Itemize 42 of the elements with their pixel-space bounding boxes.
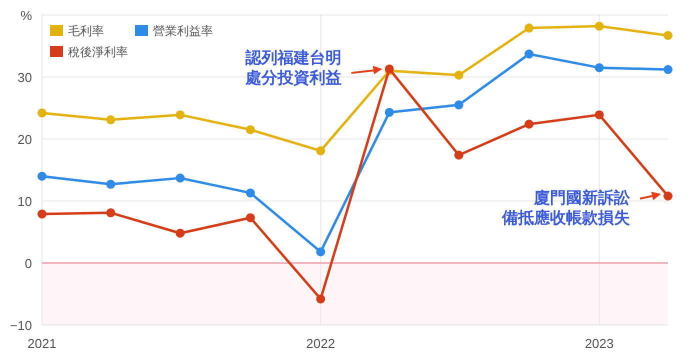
point [524,24,534,33]
point [246,188,255,198]
point [524,120,534,129]
point [454,70,464,80]
y-tick-label: 10 [18,194,32,209]
point [454,150,464,160]
point [176,174,185,183]
legend-label: 毛利率 [68,24,104,38]
point [664,65,672,74]
y-tick-label: −10 [10,318,32,333]
x-tick-label: 2021 [28,336,56,351]
point [38,108,46,118]
point [176,228,185,238]
y-tick-label: 20 [18,132,32,147]
point [594,110,604,120]
point [106,115,116,124]
point [594,63,604,72]
y-tick-label: % [20,8,32,23]
point [316,294,326,304]
point [316,146,326,156]
x-tick-label: 2023 [584,336,614,351]
point [38,210,46,219]
point [176,110,185,120]
point [664,30,672,40]
legend-label: 稅後淨利率 [68,45,128,59]
point [106,180,116,189]
point [594,22,604,31]
point [38,172,46,181]
annotation: 廈門國新訴訟備抵應收帳款損失 [501,189,631,228]
x-tick-label: 2022 [306,336,336,351]
point [664,192,672,201]
point [246,213,255,222]
point [524,50,534,59]
point [106,208,116,218]
point [316,247,326,256]
point [384,108,394,117]
y-tick-label: 0 [24,256,32,271]
legend-label: 營業利益率 [153,24,213,38]
point [246,125,255,134]
annotation: 認列福建台明處分投資利益 [244,48,342,87]
y-tick-label: 30 [18,70,32,85]
point [454,100,464,110]
